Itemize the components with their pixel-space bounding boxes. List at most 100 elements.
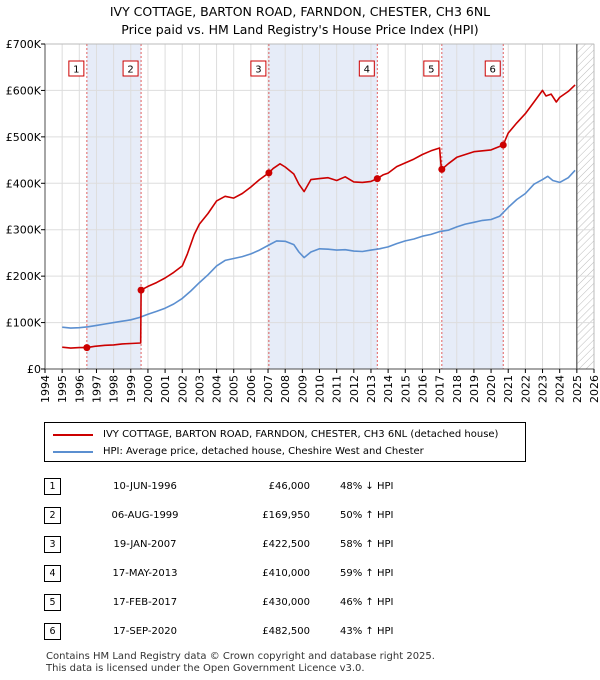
- footer: Contains HM Land Registry data © Crown c…: [46, 651, 435, 674]
- x-tick-label: 2008: [279, 375, 292, 403]
- x-tick-label: 2017: [434, 375, 447, 403]
- x-tick-label: 2012: [348, 375, 361, 403]
- sale-number-badge: 2: [44, 507, 61, 524]
- x-tick-label: 2003: [193, 375, 206, 403]
- x-tick-label: 2015: [399, 375, 412, 403]
- sale-marker-badge: 2: [122, 60, 139, 77]
- x-tick-label: 2000: [142, 375, 155, 403]
- sale-number-badge: 1: [44, 478, 61, 495]
- sale-marker-label: 4: [364, 65, 370, 76]
- sale-marker-label: 6: [490, 65, 496, 76]
- x-tick-label: 2025: [571, 375, 584, 403]
- sale-hpi-change: 50% ↑ HPI: [340, 510, 394, 521]
- price-chart: 1 2 3 4 5 6 £0 £100K £200K £300K £400K £500K £600K £…: [6, 38, 600, 403]
- sale-marker-box: [358, 60, 375, 77]
- sale-marker-box: [423, 60, 440, 77]
- x-tick-label: 2019: [468, 375, 481, 403]
- sale-marker-box: [68, 60, 85, 77]
- sale-date: 19-JAN-2007: [113, 539, 177, 550]
- sale-hpi-change: 46% ↑ HPI: [340, 597, 394, 608]
- sale-date: 06-AUG-1999: [111, 510, 179, 521]
- legend-label-property: IVY COTTAGE, BARTON ROAD, FARNDON, CHEST…: [103, 429, 499, 440]
- sale-number: 3: [44, 530, 90, 559]
- x-tick-label: 1998: [108, 375, 121, 403]
- sale-point: [265, 169, 273, 177]
- y-tick-label: £100K: [6, 317, 42, 330]
- x-tick-label: 1997: [90, 375, 103, 403]
- x-tick-label: 2006: [245, 375, 258, 403]
- sale-marker-box: [250, 60, 267, 77]
- sale-price: £169,950: [262, 510, 310, 521]
- x-tick-label: 2009: [296, 375, 309, 403]
- legend-swatch-hpi: [53, 451, 93, 453]
- sale-hpi-change: 48% ↓ HPI: [340, 481, 394, 492]
- sale-hpi-change: 58% ↑ HPI: [340, 539, 394, 550]
- sale-marker-label: 3: [255, 65, 261, 76]
- sale-row: 1 10-JUN-1996 £46,000 48% ↓ HPI: [44, 472, 440, 501]
- x-tick-label: 2010: [314, 375, 327, 403]
- x-tick-label: 1996: [73, 375, 86, 403]
- sale-date: 17-MAY-2013: [112, 568, 178, 579]
- x-tick-label: 2026: [588, 375, 600, 403]
- sale-point: [438, 165, 446, 173]
- y-tick-label: £400K: [6, 177, 42, 190]
- x-tick-label: 2018: [451, 375, 464, 403]
- sale-row: 3 19-JAN-2007 £422,500 58% ↑ HPI: [44, 530, 440, 559]
- sale-marker-badge: 3: [250, 60, 267, 77]
- x-tick-label: 1994: [39, 375, 52, 403]
- sale-point: [373, 175, 381, 183]
- sale-date: 10-JUN-1996: [113, 481, 177, 492]
- y-tick-label: £700K: [6, 38, 42, 51]
- x-tick-label: 2023: [537, 375, 550, 403]
- sale-marker-box: [484, 60, 501, 77]
- x-tick-label: 2001: [159, 375, 172, 403]
- x-tick-label: 2014: [382, 375, 395, 403]
- x-tick-label: 2024: [554, 375, 567, 403]
- sale-marker-label: 5: [428, 65, 434, 76]
- legend: IVY COTTAGE, BARTON ROAD, FARNDON, CHEST…: [44, 422, 526, 462]
- sale-price: £482,500: [262, 626, 310, 637]
- sale-row: 6 17-SEP-2020 £482,500 43% ↑ HPI: [44, 617, 440, 646]
- x-tick-label: 2007: [262, 375, 275, 403]
- sale-point: [499, 141, 507, 149]
- sale-marker-badge: 1: [68, 60, 85, 77]
- sale-number: 1: [44, 472, 90, 501]
- sale-point: [83, 344, 91, 352]
- x-tick-label: 2020: [485, 375, 498, 403]
- x-tick-label: 2013: [365, 375, 378, 403]
- sale-number-badge: 5: [44, 594, 61, 611]
- sale-marker-badge: 4: [358, 60, 375, 77]
- sale-number: 2: [44, 501, 90, 530]
- sale-number: 5: [44, 588, 90, 617]
- sales-table: 1 10-JUN-1996 £46,000 48% ↓ HPI 2 06-AUG-1999…: [44, 472, 440, 646]
- x-tick-label: 2022: [519, 375, 532, 403]
- sale-marker-box: [122, 60, 139, 77]
- y-tick-label: £600K: [6, 84, 42, 97]
- x-tick-label: 2011: [331, 375, 344, 403]
- x-tick-label: 2005: [228, 375, 241, 403]
- x-tick-label: 2004: [211, 375, 224, 403]
- sale-hpi-change: 59% ↑ HPI: [340, 568, 394, 579]
- x-tick-label: 2002: [176, 375, 189, 403]
- future-region-hatch: [576, 44, 594, 369]
- sale-price: £46,000: [268, 481, 310, 492]
- hpi-line: [62, 169, 576, 329]
- sale-number-badge: 6: [44, 623, 61, 640]
- sale-row: 2 06-AUG-1999 £169,950 50% ↑ HPI: [44, 501, 440, 530]
- x-tick-label: 2021: [502, 375, 515, 403]
- x-tick-label: 1995: [56, 375, 69, 403]
- sale-number: 4: [44, 559, 90, 588]
- y-tick-label: £200K: [6, 270, 42, 283]
- sale-marker-badge: 5: [423, 60, 440, 77]
- sale-price: £410,000: [262, 568, 310, 579]
- property-price-line: [62, 84, 576, 349]
- sale-marker-label: 2: [127, 65, 133, 76]
- sale-point: [137, 286, 145, 294]
- sale-number-badge: 3: [44, 536, 61, 553]
- x-tick-label: 1999: [125, 375, 138, 403]
- sale-date: 17-FEB-2017: [112, 597, 178, 608]
- sale-row: 5 17-FEB-2017 £430,000 46% ↑ HPI: [44, 588, 440, 617]
- ownership-period-shade: [441, 44, 504, 369]
- y-tick-label: £0: [27, 363, 41, 376]
- ownership-period-shade: [268, 44, 378, 369]
